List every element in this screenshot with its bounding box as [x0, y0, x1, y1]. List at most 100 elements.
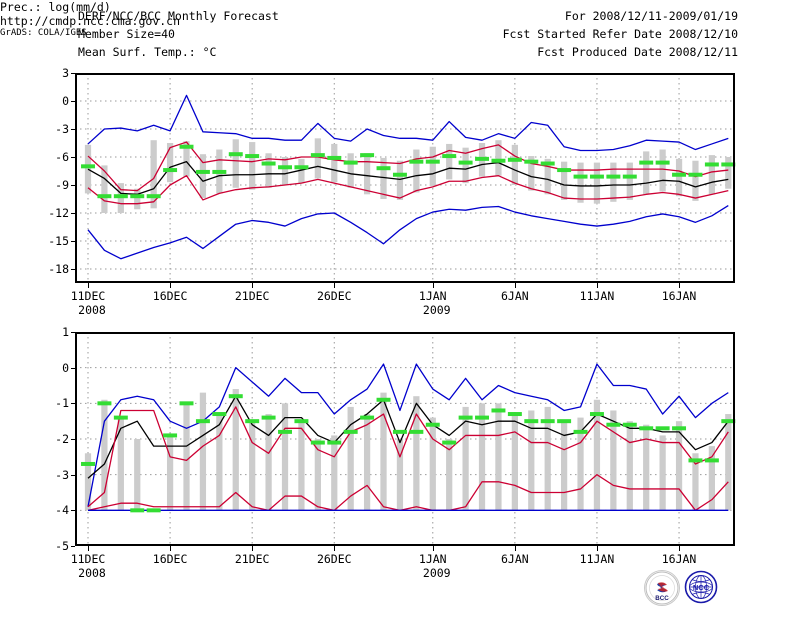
forecast-refer-date: Fcst Started Refer Date 2008/12/10: [502, 27, 738, 41]
spread-bar: [577, 162, 584, 203]
spread-bar: [249, 421, 256, 511]
observation-marker: [425, 159, 440, 164]
x-axis-tick-label: 16JAN: [661, 289, 697, 303]
x-axis-tick-mark: [432, 546, 434, 551]
series-line-ensemble_mean: [87, 395, 729, 479]
observation-marker: [360, 153, 375, 158]
observation-marker: [573, 429, 588, 434]
y-axis-tick-label: -3: [55, 467, 69, 482]
observation-marker: [343, 160, 358, 165]
x-axis-tick-mark: [596, 283, 598, 288]
observation-marker: [146, 194, 161, 199]
x-axis-tick-label: 16JAN: [661, 552, 697, 566]
observation-marker: [343, 429, 358, 434]
spread-bar: [265, 153, 272, 188]
spread-bar: [544, 406, 551, 511]
grads-credit: GrADS: COLA/IGES: [0, 28, 87, 38]
x-axis-tick-mark: [596, 546, 598, 551]
spread-bar: [265, 414, 272, 511]
series-line-ensemble_max: [87, 363, 729, 507]
observation-marker: [721, 419, 736, 424]
spread-bar: [725, 414, 732, 511]
spread-bar: [134, 439, 141, 511]
precip-axis-label: Prec.: log(mm/d): [0, 0, 111, 14]
spread-bar: [281, 157, 289, 185]
y-axis-tick-label: -2: [55, 432, 69, 446]
observation-marker: [294, 419, 309, 424]
plot-area: [75, 73, 736, 283]
y-axis-tick-mark: [71, 73, 75, 74]
spread-bar: [117, 417, 124, 511]
series-line-percentile_lower: [87, 175, 729, 205]
observation-marker: [261, 415, 276, 420]
observation-marker: [573, 174, 588, 179]
spread-bar: [232, 139, 239, 188]
x-axis-tick-mark: [334, 283, 336, 288]
y-axis-tick-mark: [71, 157, 75, 158]
spread-bar: [380, 157, 387, 199]
y-axis-tick-mark: [71, 332, 75, 333]
observation-marker: [704, 458, 719, 463]
spread-bar: [347, 153, 354, 188]
observation-marker: [721, 162, 736, 167]
spread-bar: [199, 154, 207, 199]
y-axis-tick-label: -3: [55, 122, 69, 136]
y-axis-tick-mark: [71, 213, 75, 214]
x-axis-tick-label: 16DEC: [152, 289, 188, 303]
observation-marker: [228, 152, 243, 157]
temperature-chart-panel: 3 0 -3 -6 -9 -12 -15 -18 11DEC 2008 16DEC 21DEC 26DE…: [48, 66, 736, 317]
observation-marker: [163, 433, 178, 438]
member-size-label: Member Size=40: [78, 27, 175, 41]
spread-bar: [692, 453, 699, 511]
observation-marker: [672, 172, 687, 177]
x-axis-tick-label: 1JAN: [418, 552, 447, 566]
spread-bar: [561, 161, 568, 200]
y-axis-tick-mark: [71, 185, 75, 186]
y-axis-tick-label: 3: [62, 66, 69, 80]
observation-marker: [212, 169, 227, 174]
spread-bar: [298, 421, 305, 511]
footer-url[interactable]: http://cmdp.ncc.cma.gov.cn: [0, 14, 181, 28]
spread-bar: [314, 439, 321, 511]
x-axis-tick-label: 1JAN: [418, 289, 447, 303]
observation-marker: [655, 426, 670, 431]
spread-bar: [281, 403, 289, 511]
x-axis-tick-label: 6JAN: [501, 552, 529, 566]
spread-bar: [528, 156, 535, 191]
spread-bar: [675, 421, 683, 511]
forecast-produced-date: Fcst Produced Date 2008/12/11: [537, 45, 738, 59]
spread-bar: [692, 160, 699, 201]
spread-bar: [626, 421, 633, 511]
series-line-percentile_upper: [87, 141, 729, 192]
spread-bar: [577, 417, 584, 511]
x-axis-tick-label: 11JAN: [579, 552, 615, 566]
series-line-ensemble_mean: [87, 161, 729, 195]
observation-marker: [557, 419, 572, 424]
forecast-range-label: For 2008/12/11-2009/01/19: [564, 9, 738, 23]
page-title: DERF/NCC/BCC Monthly Forecast: [78, 9, 279, 23]
observation-marker: [672, 426, 687, 431]
series-line-percentile_upper: [87, 406, 729, 508]
x-axis-tick-mark: [88, 283, 89, 288]
x-axis-tick-label: 6JAN: [501, 289, 529, 303]
bcc-logo-icon: BCC: [644, 570, 680, 606]
y-axis-tick-label: -15: [48, 234, 69, 248]
observation-marker: [606, 174, 621, 179]
x-axis-tick-mark: [252, 546, 254, 551]
observation-marker: [458, 160, 473, 165]
observation-marker: [425, 422, 440, 427]
spread-bar: [446, 143, 453, 180]
spread-bar: [643, 424, 650, 511]
spread-bar: [199, 392, 207, 511]
observation-marker: [278, 429, 292, 434]
spread-bar: [593, 162, 601, 204]
observation-marker: [179, 144, 194, 149]
observation-marker: [81, 164, 95, 169]
spread-bar: [216, 414, 223, 511]
spread-bar: [331, 143, 338, 183]
spread-bar: [347, 406, 354, 511]
observation-marker: [310, 153, 325, 158]
observation-marker: [688, 458, 703, 463]
observation-marker: [146, 508, 161, 513]
spread-bar: [84, 453, 92, 511]
